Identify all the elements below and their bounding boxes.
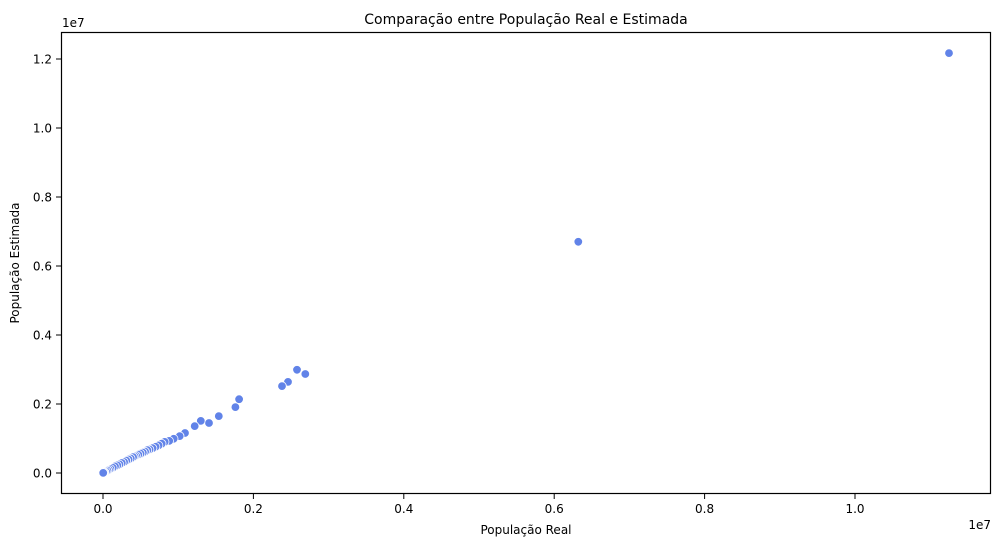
data-point [204, 418, 214, 428]
y-tick-label: 1.0 [33, 122, 52, 136]
y-tick-label: 0.0 [33, 467, 52, 481]
data-point [277, 381, 287, 391]
data-point [300, 369, 311, 379]
y-tick-label: 0.2 [33, 398, 52, 412]
y-axis-ticks: 0.0 0.2 0.4 0.6 0.8 1.0 1.2 [33, 53, 61, 481]
data-point [234, 394, 244, 404]
x-tick-label: 0.6 [545, 502, 564, 516]
data-point [189, 421, 200, 431]
x-tick-label: 1.0 [845, 502, 864, 516]
data-point [944, 48, 954, 58]
x-offset-label: 1e7 [968, 518, 991, 532]
data-point [292, 365, 302, 375]
data-point [230, 402, 241, 412]
y-axis-label: População Estimada [8, 202, 22, 323]
x-tick-label: 0.0 [93, 502, 112, 516]
data-point [573, 237, 584, 247]
chart-title: Comparação entre População Real e Estima… [364, 12, 687, 28]
data-points [98, 48, 954, 478]
x-tick-label: 0.4 [394, 502, 413, 516]
data-point [98, 468, 108, 478]
y-tick-label: 0.8 [33, 191, 52, 205]
data-point [214, 411, 224, 421]
x-tick-label: 0.8 [695, 502, 714, 516]
data-point [196, 416, 206, 426]
x-axis-label: População Real [480, 523, 571, 537]
y-tick-label: 0.4 [33, 329, 52, 343]
y-tick-label: 1.2 [33, 53, 52, 67]
axes-frame [60, 31, 992, 495]
x-axis-ticks: 0.0 0.2 0.4 0.6 0.8 1.0 [93, 494, 865, 516]
x-tick-label: 0.2 [244, 502, 263, 516]
y-tick-label: 0.6 [33, 260, 52, 274]
y-offset-label: 1e7 [62, 16, 85, 30]
